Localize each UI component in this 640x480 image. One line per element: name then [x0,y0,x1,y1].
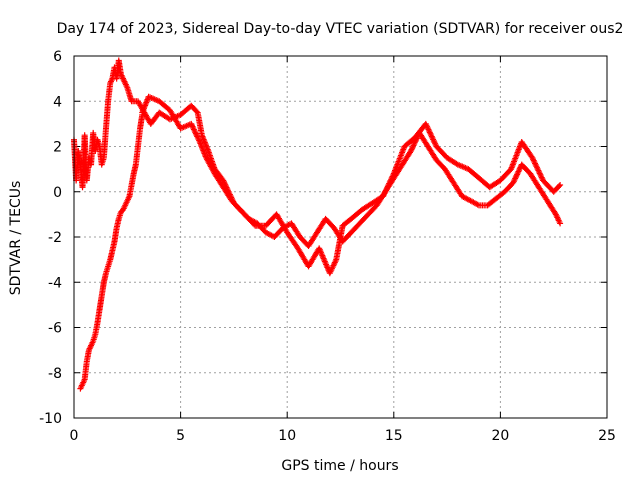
y-tick-label: -6 [48,321,62,337]
data-point [413,135,420,142]
data-point [193,132,200,139]
data-point [188,120,195,127]
data-point [191,127,198,134]
series-0 [71,57,564,277]
y-tick-label: -10 [39,411,62,427]
x-tick-label: 20 [491,428,509,444]
data-point [193,108,200,115]
data-point [512,175,519,182]
chart-title: Day 174 of 2023, Sidereal Day-to-day VTE… [57,21,624,37]
data-point [192,130,199,137]
data-point [513,172,520,179]
data-point [188,122,195,129]
y-tick-label: 2 [53,140,62,156]
data-point [516,167,523,174]
y-tick-label: -4 [48,275,62,291]
data-point [413,136,420,143]
data-point [194,133,201,140]
x-tick-label: 5 [176,428,185,444]
plot-area [71,57,564,392]
data-point [557,181,564,188]
data-point [192,129,199,136]
y-tick-label: 6 [53,49,62,65]
data-point [195,136,202,143]
data-point [514,171,521,178]
data-point [196,137,203,144]
data-point [409,145,416,152]
data-point [516,165,523,172]
data-point [190,126,197,133]
data-point [189,123,196,130]
y-axis-label: SDTVAR / TECUs [8,181,24,296]
data-point [409,143,416,150]
data-point [410,142,417,149]
data-point [411,139,418,146]
series-2 [139,93,564,250]
data-point [510,179,517,186]
series-1 [77,111,146,392]
y-tick-label: 0 [53,185,62,201]
data-point [412,138,419,145]
x-axis-label: GPS time / hours [281,458,398,474]
data-point [557,220,564,227]
x-tick-label: 10 [278,428,296,444]
y-tick-label: 4 [53,94,62,110]
plot-frame [73,55,608,419]
data-point [512,174,519,181]
data-point [194,134,201,141]
data-point [556,183,563,190]
data-point [514,169,521,176]
data-point [407,148,414,155]
x-tick-label: 25 [598,428,616,444]
data-point [408,146,415,153]
data-point [511,176,518,183]
y-tick-label: -8 [48,366,62,382]
y-tick-label: -2 [48,230,62,246]
data-point [510,178,517,185]
x-tick-label: 0 [70,428,79,444]
data-point [411,141,418,148]
x-tick-label: 15 [385,428,403,444]
data-point [190,125,197,132]
data-point [515,168,522,175]
